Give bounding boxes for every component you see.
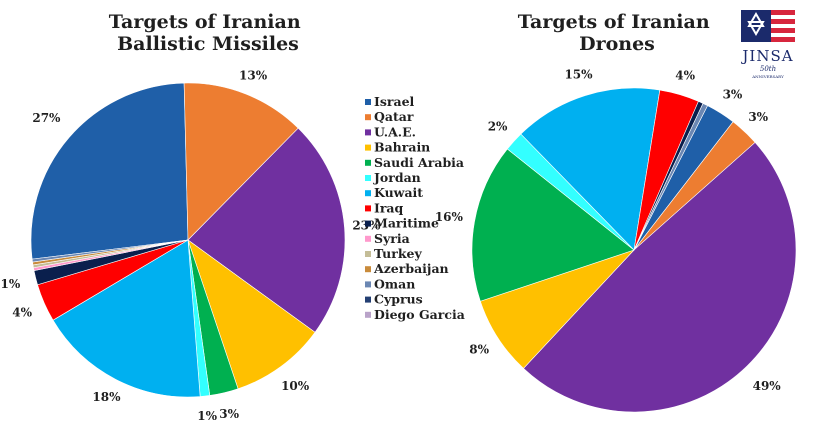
drone-label-jordan: 2% [488,120,508,134]
legend-label-oman: Oman [374,276,415,291]
drone-slice-oman [633,103,708,251]
legend-label-maritime: Maritime [374,216,439,231]
legend-label-saudi-arabia: Saudi Arabia [374,155,464,170]
missile-label-kuwait: 18% [92,390,121,404]
drone-label-kuwait: 15% [564,68,593,82]
legend-swatch-bahrain [365,144,371,151]
drone-label-bahrain: 8% [469,342,489,356]
missile-pie-labels: 27%13%23%10%3%1%18%4%1% [0,68,381,423]
missile-chart-title-line-2: Ballistic Missiles [117,33,299,55]
legend-label-diego-garcia: Diego Garcia [374,307,465,322]
missile-label-iraq: 4% [12,306,32,320]
drone-chart-title-line-2: Drones [579,33,655,55]
legend-label-syria: Syria [374,231,410,246]
legend-swatch-jordan [365,175,371,181]
missile-label-jordan: 1% [197,409,217,423]
missile-label-qatar: 13% [239,68,268,82]
legend-swatch-maritime [365,220,371,227]
drone-label-u-a-e: 49% [753,379,782,393]
drone-label-israel: 3% [723,88,743,102]
drone-chart-title: Targets of Iranian Drones [518,11,717,55]
missile-label-saudi-arabia: 3% [219,407,239,421]
legend-swatch-diego-garcia [365,311,371,318]
legend-label-turkey: Turkey [374,246,422,261]
missile-slice-oman [31,239,189,263]
drone-slice-saudi-arabia [471,148,635,302]
drone-slice-kuwait [520,87,661,251]
legend-swatch-israel [365,99,371,105]
legend-swatch-u-a-e [365,129,371,136]
drone-chart-title-line-1: Targets of Iranian [518,11,710,33]
drone-label-iraq: 4% [675,68,695,82]
missile-slice-kuwait [52,239,201,398]
legend-label-israel: Israel [374,94,415,109]
missile-slice-qatar [183,82,299,241]
legend-label-u-a-e: U.A.E. [374,124,416,139]
star-of-david-flag-icon [741,10,795,42]
drone-pie-labels: 3% 3% 49% 8% 16% 2% 15% 4% [435,68,781,393]
missile-chart-title-line-1: Targets of Iranian [109,11,301,33]
legend-swatch-iraq [365,205,371,212]
missile-slice-israel [30,82,189,260]
logo-tagline: ANNIVERSARY [751,74,784,79]
drone-slice-u-a-e [523,141,797,413]
drone-pie [471,87,797,413]
missile-chart-title: Targets of Iranian Ballistic Missiles [109,11,308,55]
legend-swatch-turkey [365,251,371,257]
missile-slice-bahrain [187,239,316,390]
legend-label-kuwait: Kuwait [374,185,423,200]
missile-slice-u-a-e [187,127,346,333]
legend-label-bahrain: Bahrain [374,140,430,155]
legend-swatch-cyprus [365,296,371,303]
missile-label-maritime: 1% [0,277,20,291]
legend-label-cyprus: Cyprus [374,292,423,307]
drone-label-qatar: 3% [748,110,768,124]
legend-label-qatar: Qatar [374,109,414,124]
missile-pie [30,82,346,398]
logo-anniversary: 50th [760,65,776,73]
legend-swatch-oman [365,281,371,288]
legend-label-jordan: Jordan [373,170,421,185]
legend-swatch-qatar [365,114,371,121]
logo-wordmark: JINSA [740,47,793,65]
jinsa-logo: JINSA 50th ANNIVERSARY [740,10,795,79]
legend-label-azerbaijan: Azerbaijan [373,261,449,276]
legend-swatch-syria [365,235,371,242]
legend-swatch-kuwait [365,190,371,197]
missile-label-israel: 27% [32,111,61,125]
drone-label-saudi-arabia: 16% [435,210,464,224]
missile-label-bahrain: 10% [281,379,310,393]
legend-label-iraq: Iraq [374,200,404,215]
legend-swatch-saudi-arabia [365,159,371,166]
legend-swatch-azerbaijan [365,266,371,273]
